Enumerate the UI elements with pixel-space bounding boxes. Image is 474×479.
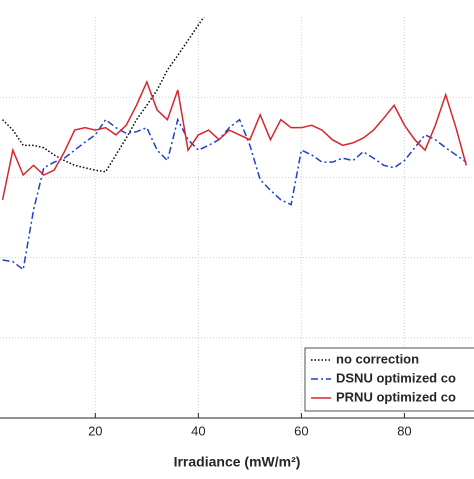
x-axis-label: Irradiance (mW/m²) <box>174 454 301 470</box>
x-tick-label: 20 <box>88 423 102 438</box>
data-line <box>2 117 467 271</box>
grid <box>0 17 474 418</box>
x-tick-label: 40 <box>191 423 205 438</box>
legend-label: no correction <box>336 351 419 366</box>
legend-box <box>304 347 474 412</box>
data-line <box>1 79 467 201</box>
x-tick-label: 60 <box>294 423 308 438</box>
legend: no correction DSNU optimized co PRNU optim… <box>304 347 474 412</box>
legend-label: DSNU optimized co <box>336 370 456 385</box>
data-line <box>2 17 205 173</box>
legend-label: PRNU optimized co <box>336 389 456 404</box>
x-tick-label: 80 <box>397 423 411 438</box>
plot-area <box>1 17 467 271</box>
